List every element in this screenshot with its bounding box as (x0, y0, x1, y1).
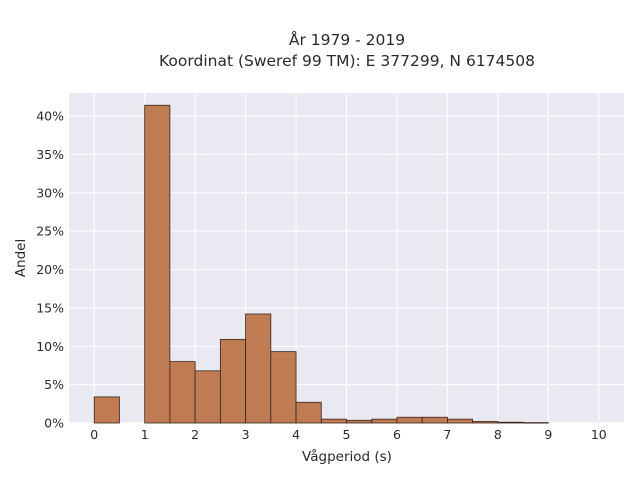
histogram-bar (472, 421, 499, 424)
x-tick-label: 2 (191, 427, 199, 442)
y-tick-label: 30% (36, 185, 64, 200)
x-axis-label: Vågperiod (s) (302, 448, 392, 465)
y-axis-label: Andel (13, 239, 29, 277)
x-tick-label: 6 (393, 427, 401, 442)
histogram-bar (371, 418, 398, 424)
y-tick-label: 20% (36, 262, 64, 277)
x-tick-label: 4 (292, 427, 300, 442)
y-tick-label: 40% (36, 109, 64, 124)
bars (93, 104, 549, 424)
y-tick-label: 15% (36, 300, 64, 315)
x-tick-label: 5 (343, 427, 351, 442)
x-tick-label: 3 (242, 427, 250, 442)
chart-title-line-1: År 1979 - 2019 (289, 30, 405, 49)
histogram-bar (219, 338, 246, 424)
y-tick-label: 10% (36, 339, 64, 354)
y-tick-label: 25% (36, 224, 64, 239)
x-axis-ticks: 0 1 2 3 4 5 6 7 8 9 10 (90, 427, 607, 442)
histogram-bar (169, 361, 196, 424)
y-tick-label: 0% (44, 416, 64, 431)
histogram-bar (93, 396, 120, 424)
histogram-bar (447, 418, 474, 424)
histogram-bar (245, 313, 272, 424)
grid-lines (69, 93, 624, 424)
histogram-bar (522, 422, 549, 424)
histogram-bar (396, 416, 423, 424)
x-tick-label: 7 (443, 427, 451, 442)
histogram-bar (497, 421, 524, 424)
x-tick-label: 0 (90, 427, 98, 442)
x-tick-label: 8 (494, 427, 502, 442)
chart-title-line-2: Koordinat (Sweref 99 TM): E 377299, N 61… (159, 52, 535, 70)
x-tick-label: 10 (591, 427, 607, 442)
histogram-bar (346, 419, 373, 424)
x-tick-label: 9 (544, 427, 552, 442)
histogram-bar (421, 416, 448, 424)
histogram-bar (295, 401, 322, 424)
histogram-bar (320, 418, 347, 424)
histogram-bar (270, 351, 297, 424)
x-tick-label: 1 (141, 427, 149, 442)
y-tick-label: 5% (44, 377, 64, 392)
y-tick-label: 35% (36, 147, 64, 162)
histogram-bar (194, 370, 221, 424)
histogram-bar (144, 104, 171, 424)
y-axis-ticks: 0% 5% 10% 15% 20% 25% 30% 35% 40% (36, 109, 64, 431)
